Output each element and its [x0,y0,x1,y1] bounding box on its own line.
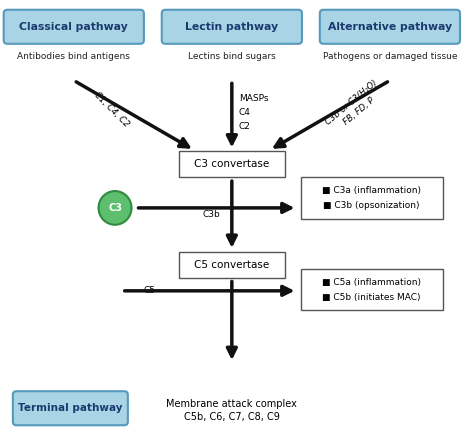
Text: ■ C3a (inflammation): ■ C3a (inflammation) [322,186,421,195]
Text: C5 convertase: C5 convertase [194,259,270,270]
FancyBboxPatch shape [162,10,302,44]
Text: C5: C5 [143,286,155,295]
FancyBboxPatch shape [320,10,460,44]
Text: ■ C3b (opsonization): ■ C3b (opsonization) [323,201,420,210]
Text: C1, C4, C2: C1, C4, C2 [92,91,131,129]
Text: ■ C5a (inflammation): ■ C5a (inflammation) [322,278,421,287]
Text: Membrane attack complex: Membrane attack complex [166,399,297,409]
Text: C3: C3 [108,203,122,213]
Ellipse shape [99,191,131,225]
FancyBboxPatch shape [13,391,128,425]
Text: C3 convertase: C3 convertase [194,159,270,169]
FancyBboxPatch shape [4,10,144,44]
Text: Classical pathway: Classical pathway [19,22,128,32]
Text: C3b: C3b [202,210,220,219]
Text: ■ C5b (initiates MAC): ■ C5b (initiates MAC) [322,293,421,302]
Text: Alternative pathway: Alternative pathway [328,22,452,32]
Text: Terminal pathway: Terminal pathway [18,403,123,413]
FancyBboxPatch shape [301,177,443,219]
Text: Lectin pathway: Lectin pathway [185,22,278,32]
Text: Lectins bind sugars: Lectins bind sugars [188,52,276,61]
Text: C5b, C6, C7, C8, C9: C5b, C6, C7, C8, C9 [184,412,280,423]
FancyBboxPatch shape [179,251,284,278]
Text: MASPs
C4
C2: MASPs C4 C2 [239,94,268,131]
Text: C3b or C3(H₂O)
FB, FD, P: C3b or C3(H₂O) FB, FD, P [324,78,387,135]
Text: Pathogens or damaged tissue: Pathogens or damaged tissue [323,52,457,61]
FancyBboxPatch shape [301,269,443,310]
Text: Antibodies bind antigens: Antibodies bind antigens [18,52,130,61]
FancyBboxPatch shape [179,151,284,177]
